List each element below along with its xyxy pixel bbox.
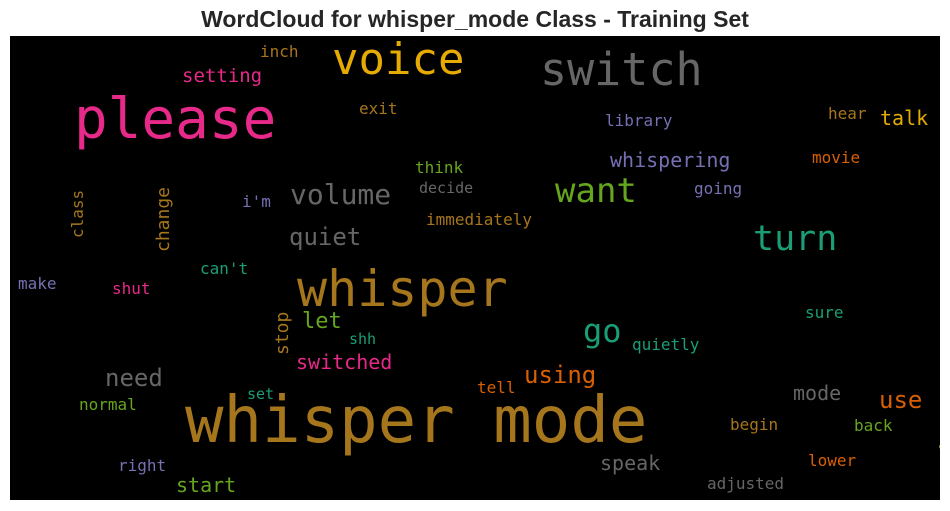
word-mode: mode (793, 381, 842, 405)
word-think: think (415, 158, 464, 177)
word-change: change (153, 186, 174, 252)
word-quiet: quiet (289, 223, 362, 251)
word-whisper: whisper (297, 260, 508, 318)
word-setting: setting (182, 65, 263, 87)
word-switch: switch (540, 43, 703, 96)
word-speak: speak (600, 451, 661, 475)
word-shut: shut (112, 279, 151, 298)
word-voice: voice (332, 36, 465, 85)
word-start: start (176, 473, 237, 497)
word-switched: switched (296, 350, 393, 374)
word-volume: volume (290, 178, 392, 211)
word-back: back (854, 416, 893, 435)
word-set: set (247, 385, 275, 403)
word-using: using (524, 361, 597, 389)
word-go: go (583, 312, 622, 350)
word-adjusted: adjusted (707, 474, 785, 493)
word-make: make (18, 274, 57, 293)
word-exit: exit (359, 99, 398, 118)
word-movie: movie (812, 148, 861, 167)
word-right: right (118, 456, 167, 475)
word-i-m: i'm (242, 192, 271, 211)
word-turn: turn (753, 219, 838, 259)
word-tell: tell (477, 378, 516, 397)
word-begin: begin (730, 415, 779, 434)
word-let: let (302, 309, 342, 334)
word-inch: inch (260, 42, 299, 61)
word-decide: decide (419, 179, 474, 197)
word-normal: normal (79, 395, 137, 414)
word-whisper-mode: whisper mode (185, 384, 648, 458)
word-please: please (74, 87, 277, 152)
word-stop: stop (272, 311, 293, 355)
word-hear: hear (828, 104, 867, 123)
word-talk: talk (880, 106, 929, 130)
word-immediately: immediately (426, 210, 532, 229)
word-want: want (555, 171, 637, 211)
word-use: use (879, 386, 923, 414)
word-going: going (694, 179, 743, 198)
word-sure: sure (805, 303, 844, 322)
word-can-t: can't (200, 259, 249, 278)
wordcloud-canvas: whisper mode please whisper switch voice want… (10, 36, 940, 500)
word-class: class (68, 189, 87, 238)
word-lower: lower (808, 451, 857, 470)
word-need: need (105, 364, 163, 392)
word-library: library (605, 111, 673, 130)
word-whispering: whispering (610, 148, 731, 172)
word-quietly: quietly (632, 335, 700, 354)
word-shh: shh (349, 330, 377, 348)
chart-title: WordCloud for whisper_mode Class - Train… (201, 6, 749, 32)
